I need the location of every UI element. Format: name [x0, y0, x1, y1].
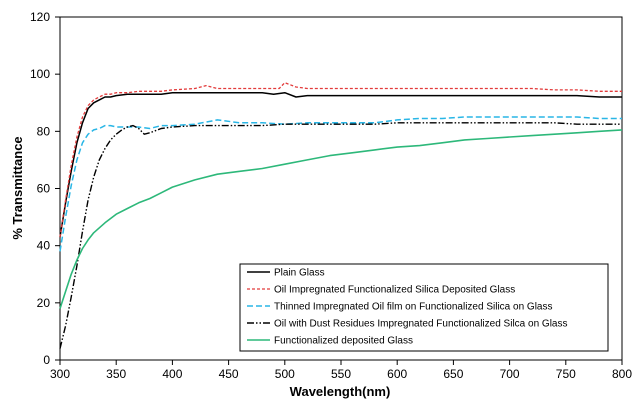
legend-label: Oil with Dust Residues Impregnated Funct… [274, 319, 567, 330]
y-tick-label: 100 [30, 67, 50, 81]
x-tick-label: 450 [219, 367, 239, 381]
legend-label: Thinned Impregnated Oil film on Function… [274, 302, 552, 313]
legend-label: Oil Impregnated Functionalized Silica De… [274, 285, 515, 296]
x-tick-label: 600 [387, 367, 407, 381]
y-axis: 0 20 40 60 80 100 120 [30, 10, 60, 367]
x-tick-label: 650 [443, 367, 463, 381]
legend-box [239, 263, 609, 352]
legend: Plain Glass Oil Impregnated Functionalize… [239, 263, 609, 352]
x-axis-title: Wavelength(nm) [290, 384, 391, 399]
x-tick-label: 350 [106, 367, 126, 381]
y-tick-label: 0 [43, 353, 50, 367]
y-tick-label: 80 [37, 124, 51, 138]
x-axis: 300 350 400 450 500 550 600 650 700 750 800 [50, 360, 632, 381]
legend-label: Functionalized deposited Glass [274, 336, 413, 347]
y-tick-label: 120 [30, 10, 50, 24]
y-axis-title: % Transmittance [10, 136, 25, 239]
series-line-plain-glass [59, 91, 622, 238]
series-line-oil-impregnated-functionalized-silica-deposited-glass [59, 82, 622, 238]
x-tick-label: 550 [331, 367, 351, 381]
x-tick-label: 700 [500, 367, 520, 381]
series-line-thinned-impregnated-oil-film-on-functionalized-silica-on-glass [59, 116, 622, 252]
x-tick-label: 400 [162, 367, 182, 381]
x-tick-label: 300 [50, 367, 70, 381]
x-tick-label: 500 [275, 367, 295, 381]
x-tick-label: 800 [612, 367, 632, 381]
y-tick-label: 20 [37, 296, 51, 310]
y-tick-label: 60 [37, 182, 51, 196]
y-tick-label: 40 [37, 239, 51, 253]
x-tick-label: 750 [556, 367, 576, 381]
series-layer [59, 82, 623, 349]
series-line-oil-with-dust-residues-impregnated-functionalized-silca-on-glass [59, 122, 622, 349]
series-line-functionalized-deposited-glass [59, 129, 623, 309]
legend-label: Plain Glass [274, 268, 325, 279]
